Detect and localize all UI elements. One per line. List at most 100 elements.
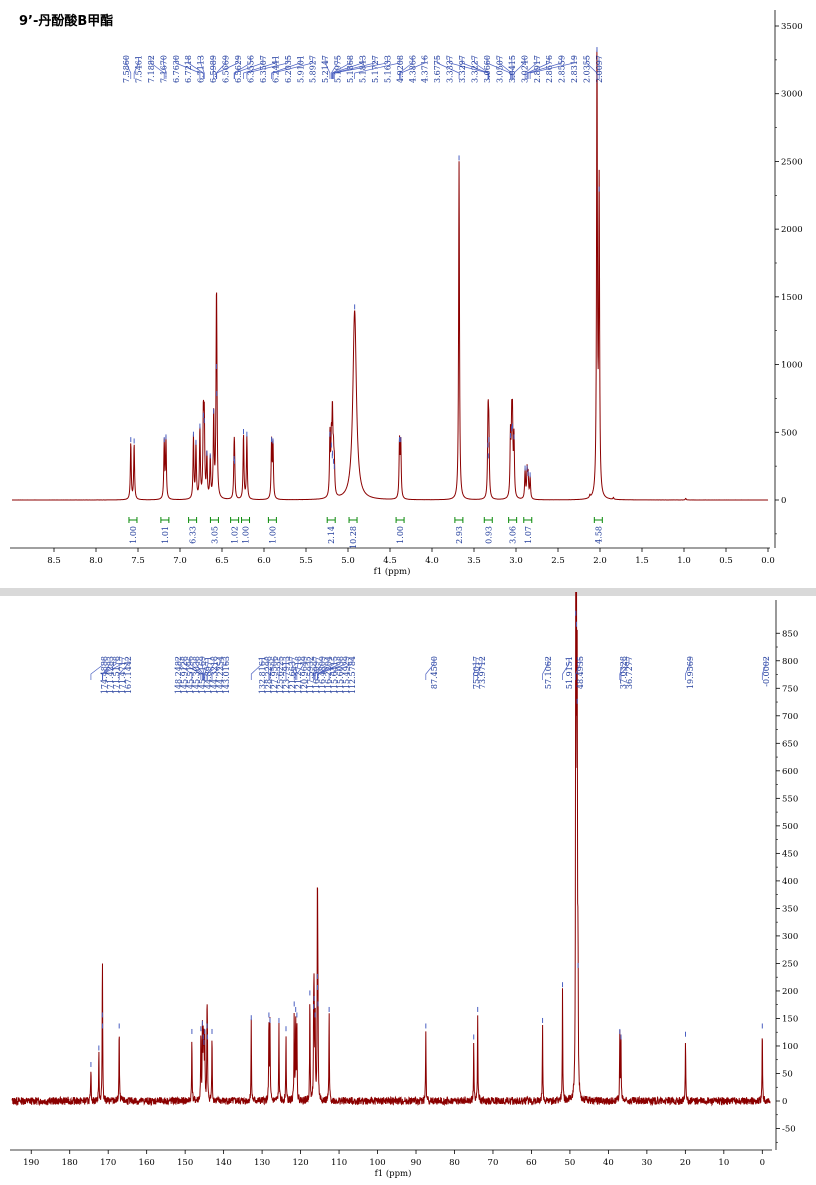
c13-nmr-spectrum: 8508007507006506005505004504003503002502… (10, 592, 798, 1179)
peak-label: 115.6415 (330, 656, 339, 694)
peak-label-connector (272, 57, 314, 79)
spectrum-trace (11, 592, 771, 1107)
h1-nmr-spectrum: 3500 3000 2500 2000 1500 1000 500 0 8.5 8.0 7.5 7.0… (10, 10, 803, 577)
y-tick-label: 300 (782, 932, 798, 942)
peak-label: 2.8559 (558, 55, 567, 83)
y-tick-label: 650 (782, 739, 798, 749)
peak-label-connector (333, 57, 388, 79)
peak-label: 4.3716 (421, 55, 430, 83)
x-tick-label: 120 (292, 1158, 308, 1168)
x-tick-label: 50 (565, 1158, 576, 1168)
x-tick-label: 1.0 (677, 556, 691, 566)
x-tick-label: 4.5 (383, 556, 397, 566)
x-tick-label: 100 (369, 1158, 385, 1168)
integral-bracket (348, 517, 358, 523)
peak-label-connector (477, 658, 483, 680)
peak-label: 3.0240 (520, 55, 529, 83)
peak-label: 51.9151 (565, 656, 574, 689)
peak-label-connector (562, 658, 570, 680)
peak-label: 5.9101 (296, 55, 305, 83)
peak-label-connector (333, 57, 376, 79)
peak-label: 7.1882 (147, 55, 156, 83)
peak-label: 167.1442 (124, 656, 133, 694)
peak-label-connector (201, 658, 205, 680)
peak-label: 116.5997 (312, 656, 321, 694)
integral-label: 3.06 (509, 526, 518, 544)
x-tick-label: 190 (23, 1158, 39, 1168)
integral-bracket (209, 517, 219, 523)
peak-label-connector (90, 658, 105, 680)
peak-label: 2.8676 (545, 55, 554, 83)
x-tick-label: 60 (526, 1158, 537, 1168)
y-tick-label: 100 (782, 1042, 798, 1052)
integral-label: 1.00 (268, 526, 277, 544)
peak-label-connector (474, 57, 490, 79)
peak-label: 145.5196 (186, 656, 195, 694)
integral-bracket (508, 517, 518, 523)
y-tick-label: 500 (782, 822, 798, 832)
peak-label-connector (524, 57, 538, 79)
x-tick-label: 5.5 (299, 556, 313, 566)
peak-label: 144.3218 (210, 656, 219, 694)
spectrum-trace (12, 50, 769, 501)
peak-label-connector (233, 57, 251, 79)
peak-label: 143.0163 (222, 656, 231, 694)
peak-label: 19.9569 (686, 656, 695, 689)
peak-label: 148.2482 (174, 656, 183, 694)
integral-label: 1.07 (524, 526, 533, 544)
peak-label: 145.9128 (180, 656, 189, 694)
integral-bracket (267, 517, 277, 523)
peak-label-connector (473, 658, 477, 680)
peak-label-connector (200, 57, 205, 79)
integral-label: 1.00 (242, 526, 251, 544)
integral-label: 1.01 (161, 526, 170, 544)
x-tick-label: 6.0 (257, 556, 271, 566)
peak-label: 2.8319 (570, 55, 579, 83)
peak-label-connector (399, 57, 413, 79)
peak-label-connector (529, 57, 575, 79)
peak-label-connector (118, 658, 129, 680)
peak-label: 3.3227 (471, 55, 480, 83)
peak-label: 3.6775 (433, 55, 442, 83)
peak-label-connector (317, 658, 347, 680)
y-tick-label: -50 (782, 1125, 796, 1135)
peak-label: 75.0017 (472, 656, 481, 689)
x-axis-label: f1 (ppm) (374, 566, 411, 577)
integral-bracket (523, 517, 533, 523)
peak-label: 6.7630 (172, 55, 181, 83)
peak-label-connector (189, 658, 203, 680)
peak-label: 6.7218 (184, 55, 193, 83)
peak-label-connector (400, 57, 426, 79)
peak-label: 116.2204 (324, 656, 333, 694)
peak-label: 7.1670 (159, 55, 168, 83)
peak-label: 7.5461 (134, 55, 143, 83)
integral-label: 2.14 (327, 526, 336, 544)
peak-label: 132.8161 (258, 656, 267, 694)
x-tick-label: 3.0 (509, 556, 523, 566)
x-tick-label: 40 (603, 1158, 614, 1168)
peak-label: 2.0097 (595, 55, 604, 83)
x-tick-label: 70 (488, 1158, 499, 1168)
peak-label-connector (204, 658, 209, 680)
peak-label: 5.2147 (321, 55, 330, 83)
peak-label-connector (207, 658, 221, 680)
integral-label: 4.58 (594, 526, 603, 544)
x-tick-label: 6.5 (215, 556, 229, 566)
peak-label: 5.1727 (371, 55, 380, 83)
peak-label: 117.5932 (306, 656, 315, 694)
peak-label: 171.4717 (118, 656, 127, 694)
peak-label-connector (620, 658, 630, 680)
peak-label-connector (187, 57, 204, 79)
integral-bracket (160, 517, 170, 523)
peak-label: 145.1169 (198, 656, 207, 694)
peak-label-connector (324, 57, 331, 79)
peak-label: 115.6038 (336, 656, 345, 694)
x-tick-label: 1.5 (635, 556, 649, 566)
peak-label-connector (175, 57, 201, 79)
peak-label-connector (211, 658, 227, 680)
panel-separator (0, 588, 816, 596)
integral-bracket (128, 517, 138, 523)
integral-bracket (483, 517, 493, 523)
peak-label-connector (586, 57, 598, 79)
peak-label-connector (436, 57, 460, 79)
